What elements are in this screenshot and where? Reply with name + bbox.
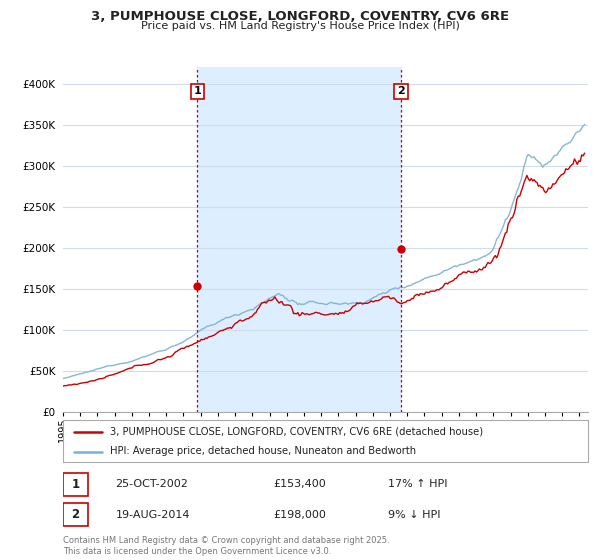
- Text: 17% ↑ HPI: 17% ↑ HPI: [389, 479, 448, 489]
- Text: 19-AUG-2014: 19-AUG-2014: [115, 510, 190, 520]
- Text: 2: 2: [397, 86, 405, 96]
- Text: 3, PUMPHOUSE CLOSE, LONGFORD, COVENTRY, CV6 6RE: 3, PUMPHOUSE CLOSE, LONGFORD, COVENTRY, …: [91, 10, 509, 23]
- Text: 3, PUMPHOUSE CLOSE, LONGFORD, COVENTRY, CV6 6RE (detached house): 3, PUMPHOUSE CLOSE, LONGFORD, COVENTRY, …: [110, 427, 484, 437]
- Text: 1: 1: [71, 478, 80, 491]
- Text: Contains HM Land Registry data © Crown copyright and database right 2025.
This d: Contains HM Land Registry data © Crown c…: [63, 536, 389, 556]
- FancyBboxPatch shape: [63, 503, 88, 526]
- Text: 1: 1: [194, 86, 202, 96]
- Text: Price paid vs. HM Land Registry's House Price Index (HPI): Price paid vs. HM Land Registry's House …: [140, 21, 460, 31]
- Bar: [197, 67, 401, 412]
- Text: £153,400: £153,400: [273, 479, 326, 489]
- FancyBboxPatch shape: [63, 420, 588, 462]
- Text: 2: 2: [71, 508, 80, 521]
- Text: 9% ↓ HPI: 9% ↓ HPI: [389, 510, 441, 520]
- FancyBboxPatch shape: [63, 473, 88, 496]
- Text: 25-OCT-2002: 25-OCT-2002: [115, 479, 188, 489]
- Text: £198,000: £198,000: [273, 510, 326, 520]
- Text: HPI: Average price, detached house, Nuneaton and Bedworth: HPI: Average price, detached house, Nune…: [110, 446, 416, 456]
